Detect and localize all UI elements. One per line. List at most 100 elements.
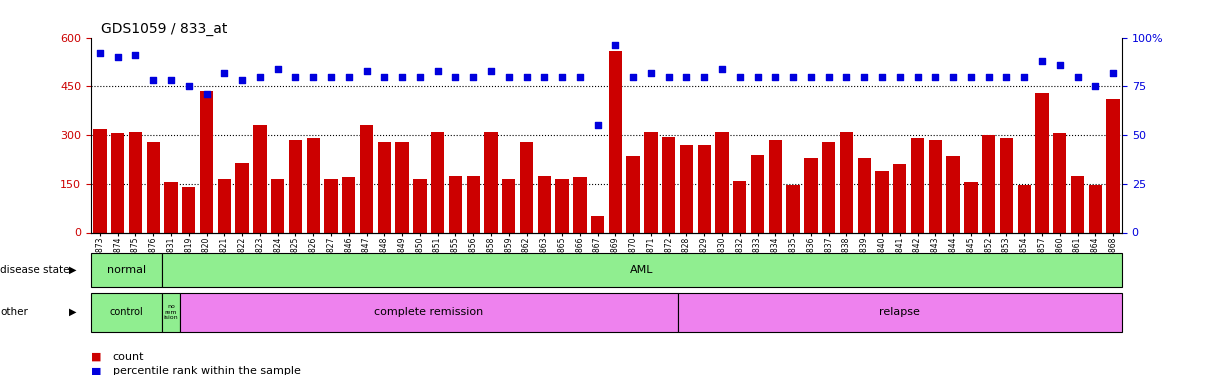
Point [623,74,643,80]
Point [535,74,554,80]
Point [588,122,608,128]
Bar [822,141,836,232]
Point [730,74,750,80]
Point [126,52,146,58]
Bar [307,138,320,232]
Text: control: control [109,307,143,317]
Bar [911,138,924,232]
Text: count: count [113,352,144,362]
Bar [1018,185,1031,232]
Bar [502,179,516,232]
Bar [163,292,180,332]
Bar [804,158,818,232]
Point [765,74,785,80]
Bar [1089,185,1103,232]
Point [944,74,963,80]
Point [1086,83,1105,89]
Point [819,74,838,80]
Point [250,74,269,80]
Point [517,74,536,80]
Point [340,74,359,80]
Text: AML: AML [631,265,654,275]
Bar [839,132,853,232]
Bar [360,125,374,232]
Point [890,74,910,80]
Bar [556,179,569,232]
Point [410,74,429,80]
Text: disease state: disease state [0,265,69,275]
Bar [129,132,142,232]
Bar [626,156,639,232]
Point [997,74,1016,80]
Point [1104,70,1123,76]
Bar [289,140,302,232]
Text: ▶: ▶ [69,307,76,317]
Bar [395,141,409,232]
Point [197,91,216,97]
Point [1067,74,1087,80]
Bar [520,141,534,232]
Bar [591,216,604,232]
Bar [733,180,746,232]
Point [321,74,341,80]
Point [1032,58,1052,64]
Point [143,77,163,83]
Bar [858,158,871,232]
Bar [467,176,480,232]
Bar [431,132,444,232]
Bar [1071,176,1084,232]
Text: ■: ■ [91,352,102,362]
Bar [786,185,799,232]
Point [642,70,661,76]
Point [677,74,696,80]
Point [357,68,376,74]
Bar [609,51,622,232]
Text: normal: normal [107,265,146,275]
Bar [876,171,889,232]
Point [570,74,590,80]
Point [161,77,181,83]
Bar [893,164,906,232]
Point [907,74,927,80]
Point [748,74,768,80]
Bar [751,154,764,232]
Bar [93,129,107,232]
Text: GDS1059 / 833_at: GDS1059 / 833_at [102,22,228,36]
Point [784,74,803,80]
Bar [964,182,978,232]
Point [695,74,714,80]
Point [392,74,411,80]
Bar [1000,138,1013,232]
Point [605,42,625,48]
Text: complete remission: complete remission [374,307,483,317]
Point [802,74,821,80]
Point [445,74,465,80]
Bar [449,176,462,232]
Text: other: other [0,307,28,317]
Bar [983,135,996,232]
Bar [217,179,230,232]
Bar [147,141,160,232]
Point [303,74,323,80]
Point [180,83,199,89]
Point [428,68,448,74]
Bar [484,132,497,232]
Point [1014,74,1033,80]
Point [233,77,252,83]
Bar [644,132,657,232]
Bar [377,141,391,232]
Text: percentile rank within the sample: percentile rank within the sample [113,366,301,375]
Text: ▶: ▶ [69,265,76,275]
Text: no
rem
ision: no rem ision [164,304,178,321]
Text: ■: ■ [91,366,102,375]
Point [712,66,731,72]
Bar [769,140,782,232]
Bar [678,292,1122,332]
Point [552,74,571,80]
Bar [110,134,124,232]
Bar [537,176,551,232]
Point [926,74,945,80]
Bar [1036,93,1049,232]
Point [499,74,518,80]
Text: relapse: relapse [879,307,921,317]
